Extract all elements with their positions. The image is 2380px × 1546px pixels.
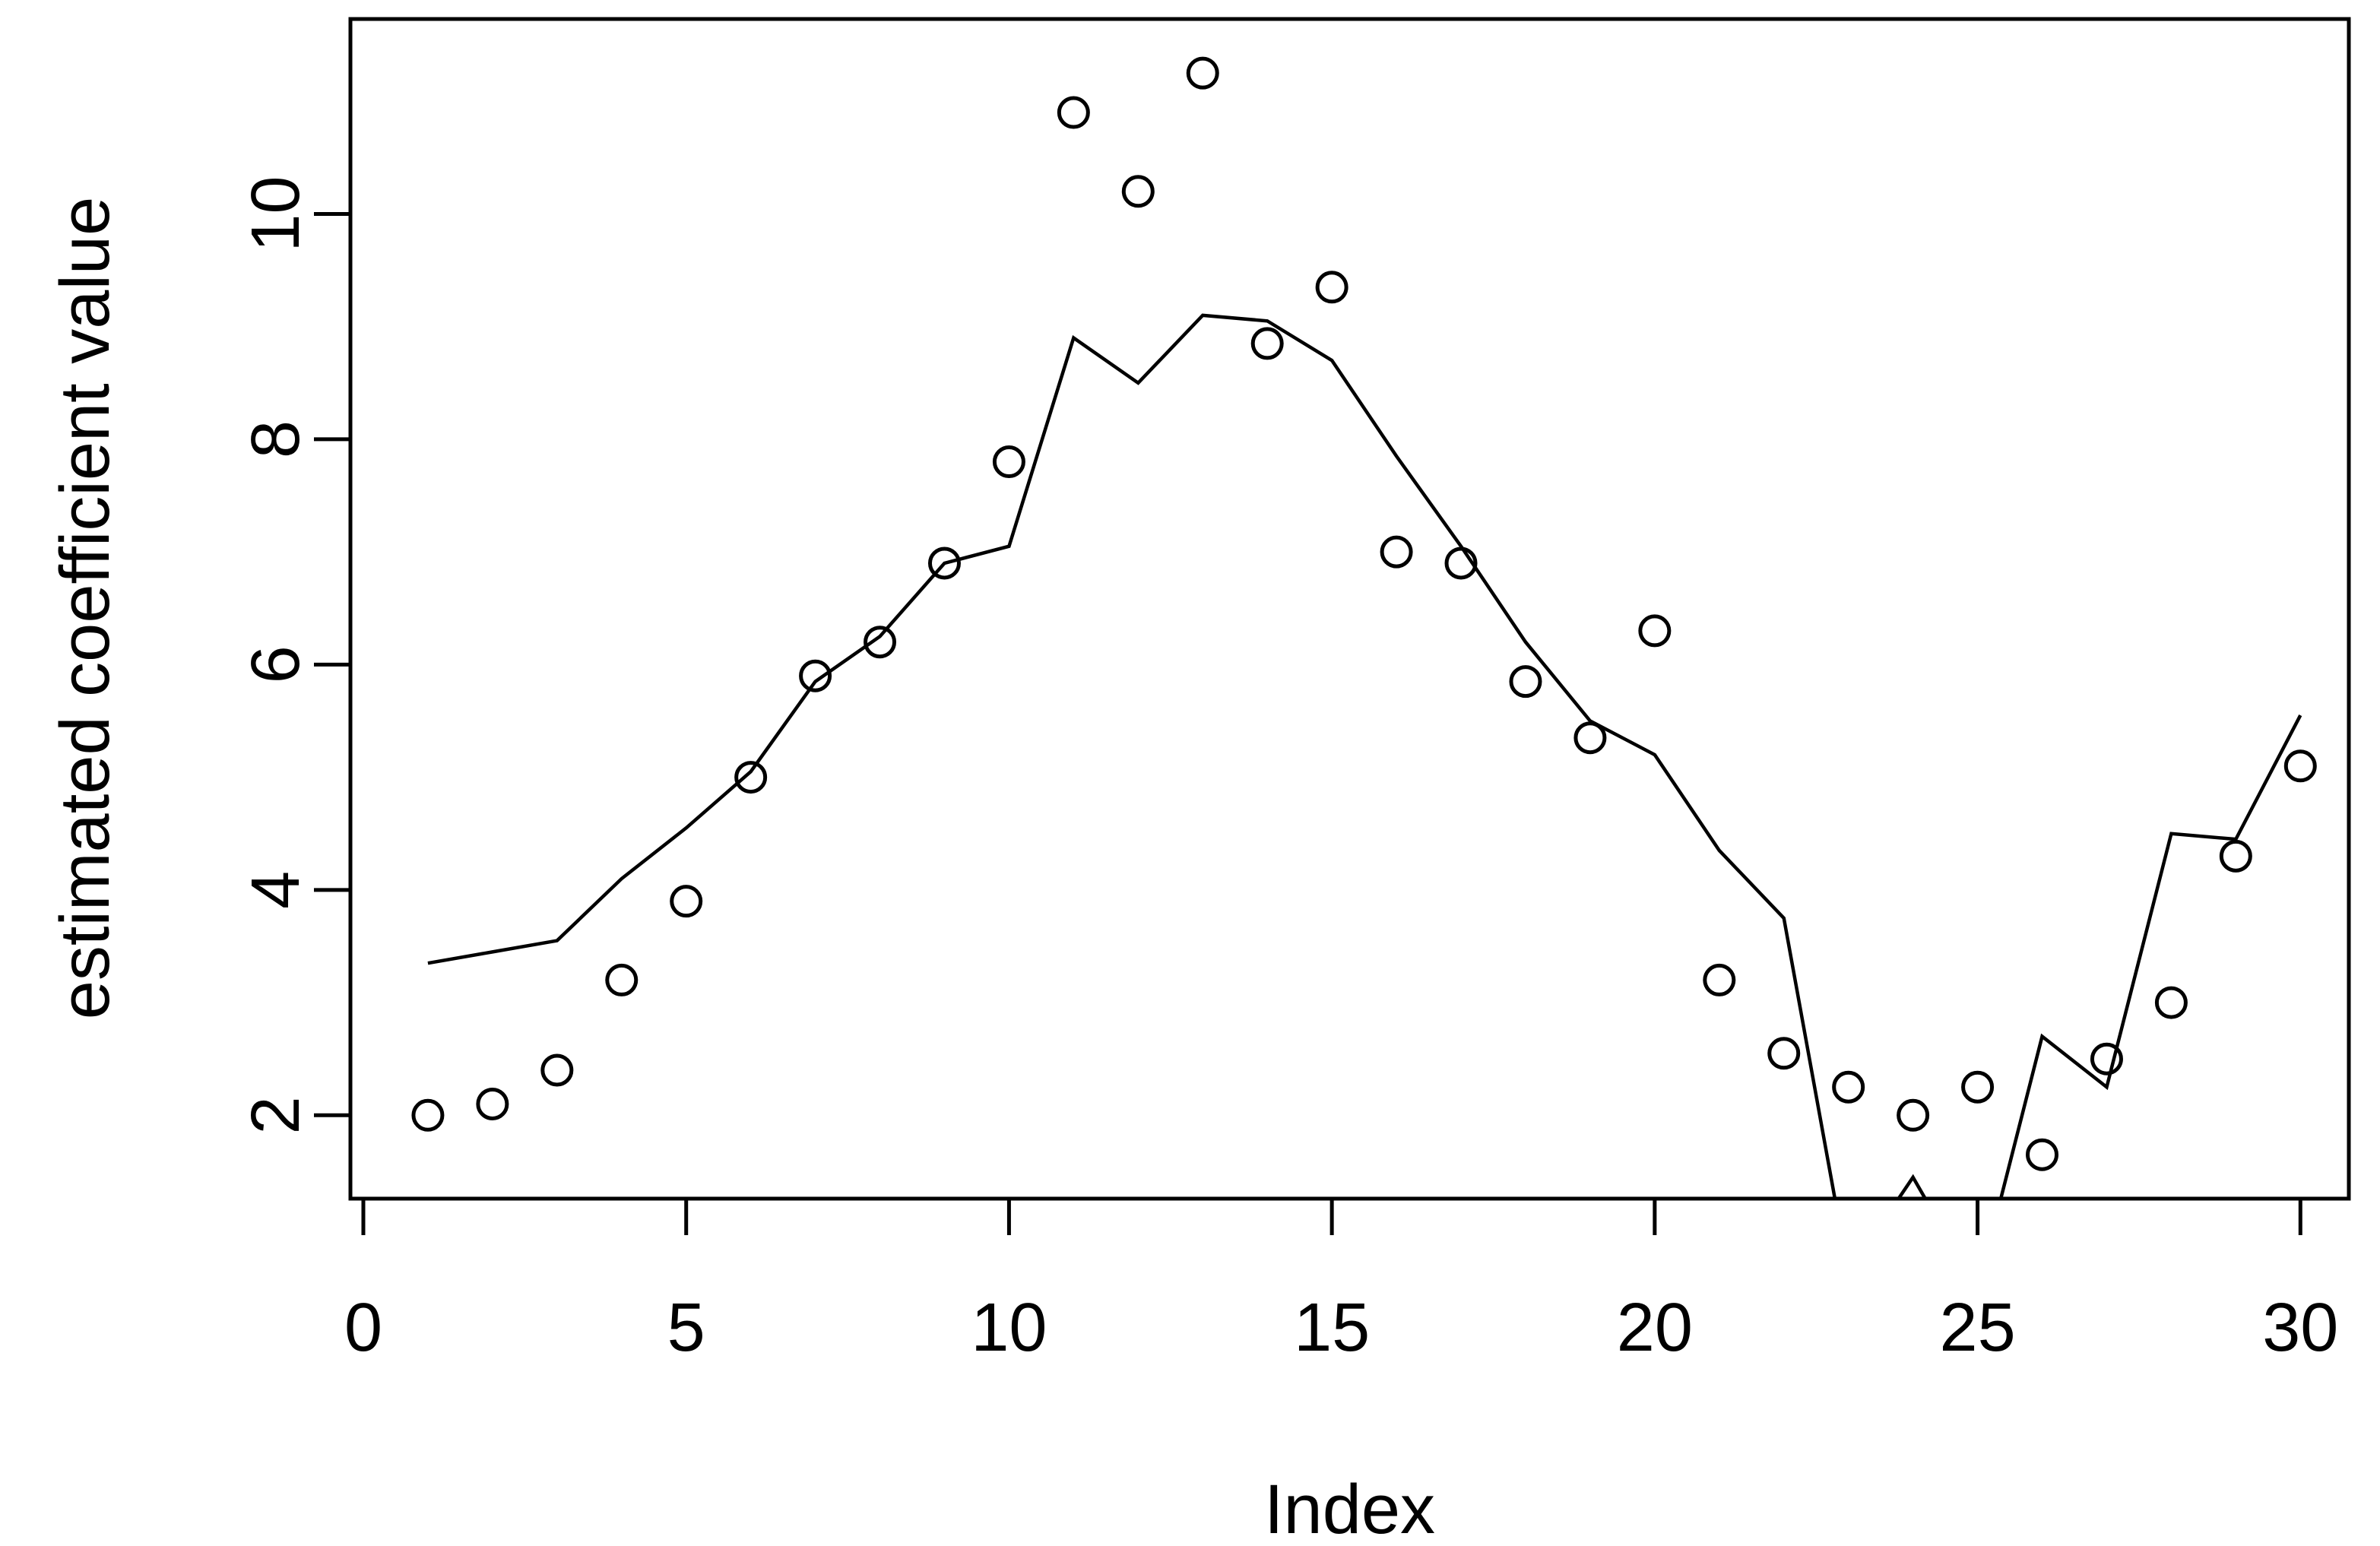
x-tick-label: 5 bbox=[667, 1290, 705, 1366]
data-point bbox=[605, 963, 639, 996]
data-point bbox=[2154, 986, 2188, 1019]
x-tick-label: 20 bbox=[1617, 1290, 1693, 1366]
data-point bbox=[1767, 1037, 1801, 1070]
data-point bbox=[734, 761, 768, 794]
y-axis-title: estimated coefficient value bbox=[46, 196, 124, 1020]
data-point bbox=[1832, 1070, 1865, 1104]
x-tick-label: 25 bbox=[1940, 1290, 2016, 1366]
y-tick-label: 10 bbox=[238, 176, 314, 252]
y-tick-label: 8 bbox=[238, 420, 314, 458]
plot-box bbox=[348, 17, 2351, 1201]
x-tick-label: 0 bbox=[344, 1290, 382, 1366]
data-point bbox=[1057, 96, 1090, 129]
estimate-line bbox=[427, 313, 2302, 1199]
data-point bbox=[1444, 546, 1478, 580]
data-point bbox=[540, 1053, 574, 1087]
data-point bbox=[1703, 963, 1736, 996]
data-point bbox=[1250, 327, 1284, 360]
data-point bbox=[864, 626, 897, 659]
data-point bbox=[1573, 721, 1607, 755]
data-point bbox=[411, 1098, 445, 1132]
y-tick-label: 6 bbox=[238, 645, 314, 683]
data-point bbox=[799, 659, 832, 692]
data-point bbox=[2090, 1042, 2123, 1076]
x-tick-label: 30 bbox=[2262, 1290, 2338, 1366]
y-tick-label: 4 bbox=[238, 871, 314, 909]
data-point bbox=[1380, 535, 1413, 569]
data-point bbox=[1509, 665, 1542, 699]
data-point bbox=[2283, 749, 2317, 783]
data-point bbox=[1121, 175, 1155, 208]
data-point bbox=[992, 445, 1025, 479]
data-point bbox=[1315, 271, 1348, 304]
data-point bbox=[476, 1087, 509, 1120]
data-point bbox=[2219, 839, 2252, 873]
data-point bbox=[1638, 614, 1672, 648]
x-axis-title: Index bbox=[1263, 1471, 1436, 1546]
x-tick-label: 10 bbox=[971, 1290, 1047, 1366]
data-point bbox=[1961, 1070, 1995, 1104]
data-point bbox=[1897, 1098, 1930, 1132]
data-point bbox=[2026, 1138, 2059, 1171]
x-tick-label: 15 bbox=[1294, 1290, 1370, 1366]
data-point bbox=[1186, 56, 1219, 90]
y-tick-label: 2 bbox=[238, 1096, 314, 1134]
data-point bbox=[670, 885, 703, 918]
data-point bbox=[927, 546, 961, 580]
